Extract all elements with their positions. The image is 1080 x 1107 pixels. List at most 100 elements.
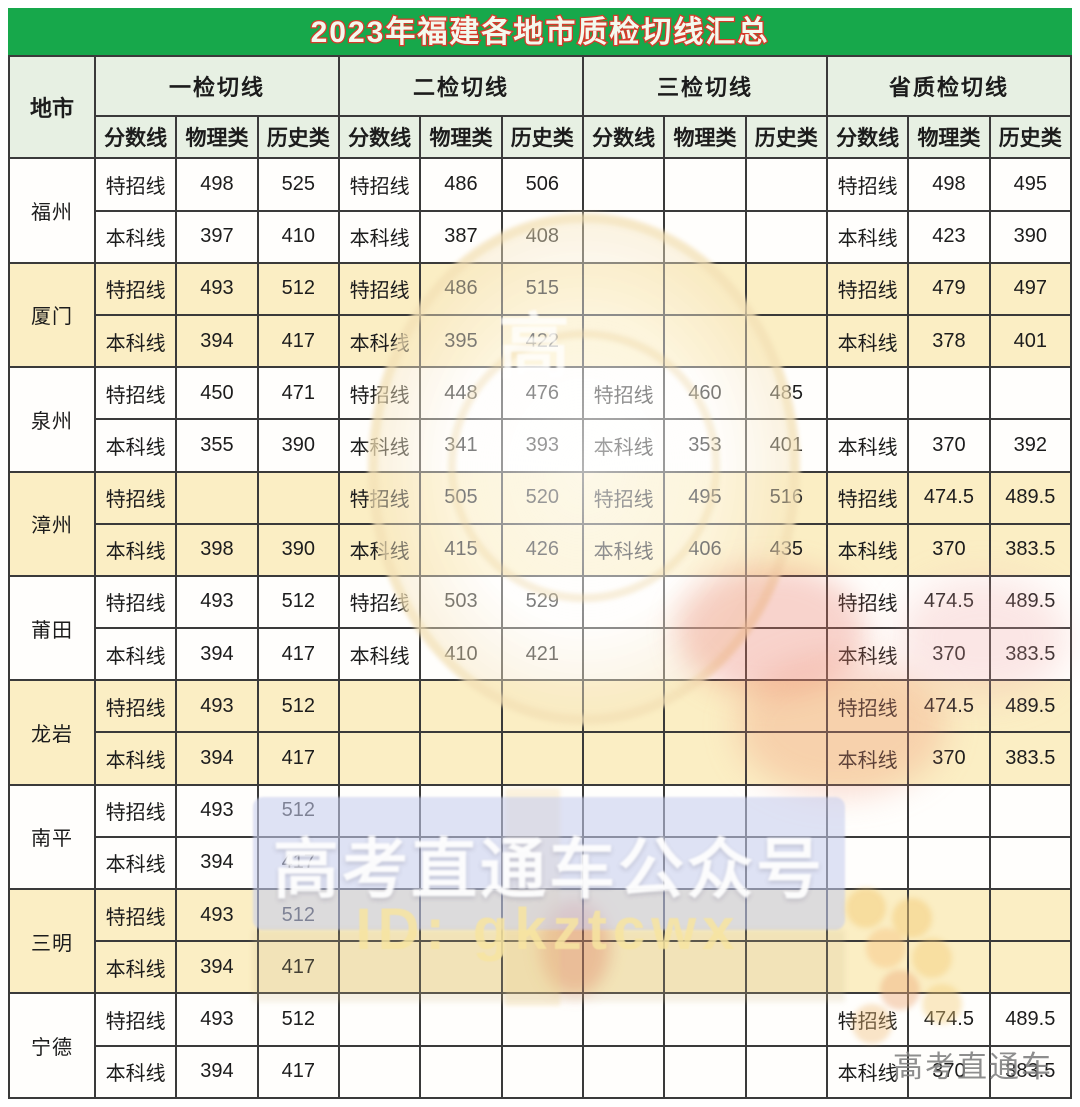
physics-score-cell: 479	[907, 261, 991, 316]
table-row: 本科线 397 410 本科线 387 408 本科线 423 390	[9, 209, 1073, 264]
line-type-cell	[581, 209, 666, 264]
line-type-cell	[581, 627, 666, 682]
history-score-cell: 512	[256, 261, 340, 316]
line-type-cell	[581, 157, 666, 212]
history-score-cell: 383.5	[988, 1044, 1073, 1100]
line-type-cell: 特招线	[337, 574, 422, 630]
table-row: 厦门 特招线 493 512 特招线 486 515 特招线 479 497	[8, 261, 1073, 369]
corner-header: 地市	[8, 54, 96, 160]
table-row: 本科线 394 417 本科线 410 421 本科线 370 383.5	[9, 627, 1073, 682]
physics-score-cell: 423	[907, 209, 991, 264]
physics-score-cell	[907, 887, 991, 943]
line-type-cell: 本科线	[825, 522, 910, 577]
physics-score-cell: 495	[663, 470, 747, 525]
physics-score-cell: 503	[419, 574, 503, 630]
line-type-cell	[581, 313, 666, 369]
history-score-cell	[500, 835, 584, 891]
line-type-cell: 本科线	[93, 627, 178, 682]
physics-score-cell	[907, 835, 991, 891]
line-type-cell: 特招线	[93, 366, 178, 421]
city-name: 南平	[8, 783, 96, 891]
physics-score-cell: 493	[175, 679, 259, 734]
physics-score-cell: 397	[175, 209, 259, 264]
line-type-cell: 特招线	[93, 157, 178, 212]
group-header-2: 二检切线	[337, 54, 584, 118]
physics-score-cell: 370	[907, 731, 991, 786]
history-score-cell: 390	[256, 418, 340, 473]
history-score-cell	[500, 783, 584, 838]
history-score-cell: 512	[256, 887, 340, 943]
line-type-cell: 特招线	[581, 470, 666, 525]
history-score-cell	[744, 261, 828, 316]
physics-score-cell: 493	[175, 783, 259, 838]
history-score-cell: 408	[500, 209, 584, 264]
line-type-cell: 特招线	[93, 470, 178, 525]
history-score-cell	[744, 574, 828, 630]
line-type-cell: 特招线	[337, 261, 422, 316]
table-row: 莆田 特招线 493 512 特招线 503 529 特招线 474.5 489.5	[8, 574, 1073, 682]
history-score-cell	[500, 940, 584, 995]
history-score-cell: 383.5	[988, 522, 1073, 577]
physics-score-cell: 370	[907, 627, 991, 682]
history-score-cell: 512	[256, 783, 340, 838]
line-type-cell	[825, 887, 910, 943]
table-row: 本科线 398 390 本科线 415 426 本科线 406 435 本科线 370 383.5	[9, 522, 1073, 577]
line-type-cell	[337, 887, 422, 943]
history-score-cell: 401	[744, 418, 828, 473]
history-score-cell: 506	[500, 157, 584, 212]
line-type-cell	[825, 835, 910, 891]
history-score-cell: 525	[256, 157, 340, 212]
history-score-cell: 417	[256, 731, 340, 786]
history-score-cell	[744, 731, 828, 786]
table-row: 本科线 355 390 本科线 341 393 本科线 353 401 本科线 370 392	[9, 418, 1073, 473]
line-type-cell: 本科线	[93, 1044, 178, 1100]
physics-score-cell	[419, 1044, 503, 1100]
history-score-cell	[988, 835, 1073, 891]
physics-score-cell: 394	[175, 940, 259, 995]
history-score-cell: 426	[500, 522, 584, 577]
physics-score-cell: 355	[175, 418, 259, 473]
line-type-cell: 特招线	[825, 157, 910, 212]
group-header-1: 一检切线	[94, 54, 340, 118]
city-name: 厦门	[8, 261, 96, 369]
sub-header-row: 分数线 物理类 历史类 分数线 物理类 历史类 分数线 物理类 历史类 分数线 …	[9, 115, 1073, 160]
physics-score-cell	[419, 992, 503, 1047]
physics-score-cell: 486	[419, 157, 503, 212]
line-type-cell	[581, 679, 666, 734]
physics-score-cell	[663, 574, 747, 630]
sub-header-scoreline: 分数线	[825, 115, 910, 160]
history-score-cell	[744, 992, 828, 1047]
line-type-cell	[581, 940, 666, 995]
physics-score-cell	[663, 157, 747, 212]
physics-score-cell	[419, 887, 503, 943]
history-score-cell: 401	[988, 313, 1073, 369]
table-row: 本科线 394 417 本科线 395 422 本科线 378 401	[9, 313, 1073, 369]
sub-header-physics: 物理类	[663, 115, 747, 160]
line-type-cell: 特招线	[93, 783, 178, 838]
line-type-cell	[581, 835, 666, 891]
history-score-cell	[500, 992, 584, 1047]
line-type-cell: 本科线	[93, 209, 178, 264]
history-score-cell	[744, 887, 828, 943]
physics-score-cell	[663, 940, 747, 995]
physics-score-cell: 394	[175, 627, 259, 682]
line-type-cell: 本科线	[581, 522, 666, 577]
table-row: 龙岩 特招线 493 512 特招线 474.5 489.5	[8, 679, 1073, 786]
sub-header-scoreline: 分数线	[93, 115, 178, 160]
history-score-cell: 392	[988, 418, 1073, 473]
line-type-cell: 特招线	[337, 366, 422, 421]
sub-header-history: 历史类	[256, 115, 340, 160]
history-score-cell: 515	[500, 261, 584, 316]
physics-score-cell: 460	[663, 366, 747, 421]
history-score-cell: 417	[256, 313, 340, 369]
physics-score-cell: 394	[175, 835, 259, 891]
line-type-cell: 本科线	[825, 627, 910, 682]
line-type-cell: 特招线	[825, 470, 910, 525]
history-score-cell: 476	[500, 366, 584, 421]
line-type-cell	[825, 366, 910, 421]
history-score-cell: 512	[256, 679, 340, 734]
history-score-cell: 421	[500, 627, 584, 682]
line-type-cell: 特招线	[93, 679, 178, 734]
history-score-cell: 383.5	[988, 627, 1073, 682]
